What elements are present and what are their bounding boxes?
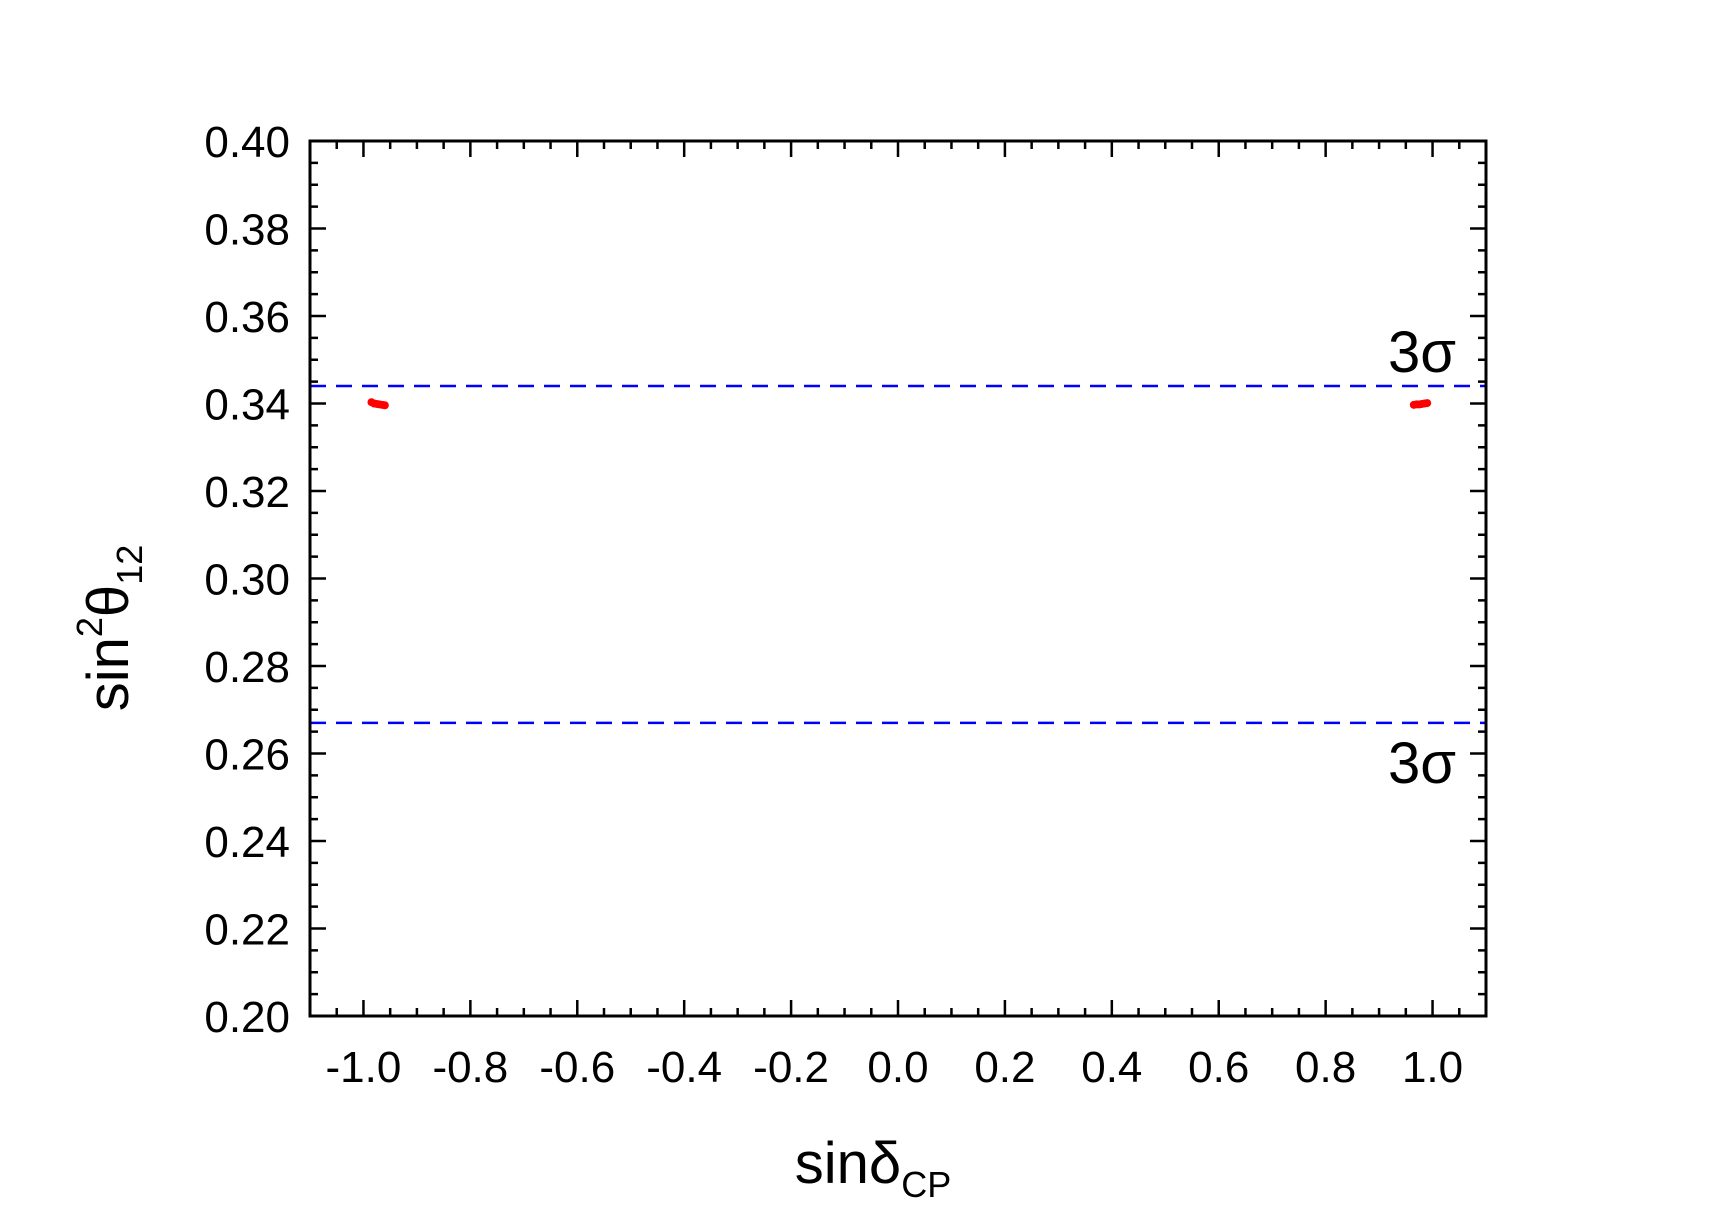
y-tick-label: 0.24 <box>204 818 290 867</box>
y-axis-label: sin2θ12 <box>69 545 150 712</box>
x-axis-label-sub: CP <box>901 1164 951 1205</box>
x-axis-label: sinδCP <box>795 1131 951 1205</box>
x-tick-label: -0.8 <box>432 1043 508 1092</box>
plot-frame <box>308 139 1488 1018</box>
x-tick-label: -0.2 <box>753 1043 829 1092</box>
x-tick-label: 0.2 <box>974 1043 1035 1092</box>
x-tick-labels: -1.0 -0.8 -0.6 -0.4 -0.2 0.0 0.2 0.4 0.6 0.8 1.0 <box>326 1043 1464 1092</box>
reference-line-label: 3σ <box>1388 320 1456 385</box>
reference-lines <box>310 384 1486 725</box>
y-axis-label-greek: θ <box>76 585 141 617</box>
x-axis-label-greek: δ <box>869 1131 901 1196</box>
x-tick-label: -0.6 <box>539 1043 615 1092</box>
x-axis-label-main: sin <box>795 1131 869 1196</box>
y-tick-label: 0.28 <box>204 643 290 692</box>
axis-ticks <box>308 139 1488 1018</box>
y-tick-label: 0.32 <box>204 468 290 517</box>
reference-line-label: 3σ <box>1388 731 1456 796</box>
x-tick-label: -1.0 <box>326 1043 402 1092</box>
x-tick-label: 0.8 <box>1295 1043 1356 1092</box>
y-tick-label: 0.36 <box>204 293 290 342</box>
y-tick-label: 0.26 <box>204 731 290 780</box>
x-tick-label: 1.0 <box>1402 1043 1463 1092</box>
y-axis-label-sub: 12 <box>109 545 150 585</box>
data-points <box>367 398 1432 410</box>
data-point <box>1423 399 1432 408</box>
y-tick-label: 0.38 <box>204 206 290 255</box>
x-tick-label: 0.4 <box>1081 1043 1142 1092</box>
data-point <box>380 401 389 410</box>
reference-line-labels: 3σ 3σ <box>1388 320 1456 796</box>
x-tick-label: -0.4 <box>646 1043 722 1092</box>
x-tick-label: 0.6 <box>1188 1043 1249 1092</box>
y-tick-label: 0.40 <box>204 118 290 167</box>
y-tick-label: 0.30 <box>204 556 290 605</box>
y-tick-labels: 0.20 0.22 0.24 0.26 0.28 0.30 0.32 0.34 0.36 0.38… <box>204 118 290 1042</box>
y-tick-label: 0.34 <box>204 381 290 430</box>
y-tick-label: 0.20 <box>204 993 290 1042</box>
y-tick-label: 0.22 <box>204 906 290 955</box>
y-axis-label-main: sin <box>76 637 141 711</box>
x-tick-label: 0.0 <box>867 1043 928 1092</box>
y-axis-label-sup: 2 <box>69 617 110 637</box>
